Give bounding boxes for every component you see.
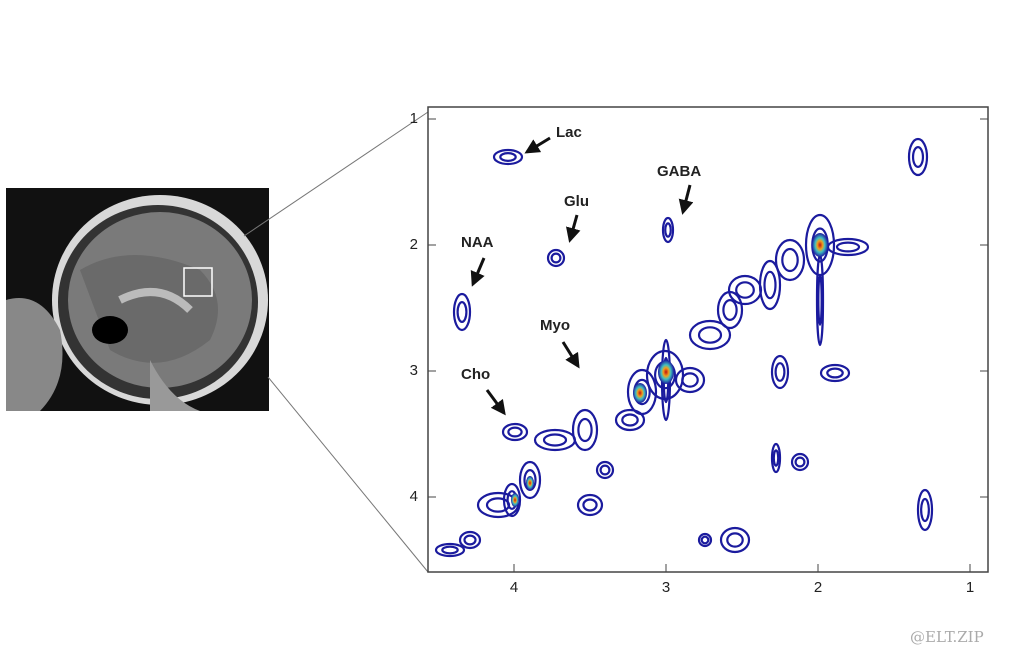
peak-label: GABA [657, 163, 701, 180]
peak-label: Lac [556, 124, 582, 141]
contour [614, 408, 646, 432]
x-tick-label: 3 [662, 579, 670, 596]
contour [681, 372, 699, 388]
y-tick-label: 4 [410, 488, 418, 505]
contour [719, 526, 751, 554]
contour [826, 367, 844, 379]
contour [576, 493, 604, 517]
contour [533, 428, 577, 452]
plot-frame [427, 106, 989, 573]
contour [826, 237, 870, 257]
contour [492, 148, 524, 166]
y-tick-label: 1 [410, 110, 418, 127]
contour [727, 274, 763, 306]
contour [577, 417, 593, 443]
contour [770, 354, 790, 390]
contour [774, 362, 786, 382]
peak-core [526, 476, 534, 490]
peak-label: Cho [461, 366, 490, 383]
peak-label: Glu [564, 193, 589, 210]
contour [452, 292, 472, 332]
contour [502, 482, 522, 518]
contour [770, 442, 782, 474]
peak-label: Myo [540, 317, 570, 334]
contour [781, 247, 799, 273]
contour [582, 498, 598, 512]
contour [916, 488, 934, 532]
axes: 4 3 2 1 1 2 3 4 [410, 110, 988, 596]
peak-core [511, 493, 519, 507]
peak-core [633, 383, 647, 403]
zoom-line [267, 376, 429, 573]
contour [501, 422, 529, 442]
contour [542, 433, 568, 447]
contour [507, 426, 523, 438]
contour [835, 241, 861, 253]
contour [920, 497, 930, 523]
peak-core [658, 360, 674, 384]
contour [626, 368, 658, 416]
contour [697, 326, 723, 344]
contour [463, 534, 477, 546]
y-tick-label: 2 [410, 236, 418, 253]
contour [661, 216, 675, 244]
contour [456, 301, 468, 324]
x-tick-label: 2 [814, 579, 822, 596]
contour [716, 290, 744, 330]
contour [722, 299, 738, 322]
zoom-line [243, 111, 429, 237]
contour [599, 464, 611, 476]
peak-core [812, 233, 828, 257]
contour [735, 281, 755, 299]
contour [434, 542, 466, 558]
contour [621, 413, 639, 427]
contour [664, 222, 672, 238]
contour [674, 366, 706, 394]
contour [790, 452, 810, 472]
contour [772, 449, 780, 467]
contour [819, 363, 851, 383]
contour [595, 460, 615, 480]
contour [758, 259, 782, 311]
peak-label: NAA [461, 234, 494, 251]
contour [911, 146, 925, 169]
peak-annotations: Lac Glu GABA NAA Myo Cho [461, 124, 701, 416]
contour-peaks [434, 137, 934, 558]
x-tick-label: 1 [966, 579, 974, 596]
contour [700, 535, 710, 545]
contour [458, 530, 482, 550]
contour [726, 532, 744, 548]
contour [476, 491, 520, 519]
contour [774, 238, 806, 282]
contour [907, 137, 929, 177]
mri-image [6, 188, 269, 411]
contour [763, 270, 777, 300]
contour [697, 532, 713, 548]
x-tick-label: 4 [510, 579, 518, 596]
contour [518, 460, 542, 500]
watermark: @ELT.ZIP [910, 628, 984, 646]
contour [499, 152, 517, 162]
contour [794, 456, 806, 468]
contour [550, 252, 562, 264]
contour [546, 248, 566, 268]
contour [817, 274, 823, 326]
contour [441, 545, 459, 555]
contour [688, 319, 732, 351]
contour [571, 408, 599, 452]
y-tick-label: 3 [410, 362, 418, 379]
